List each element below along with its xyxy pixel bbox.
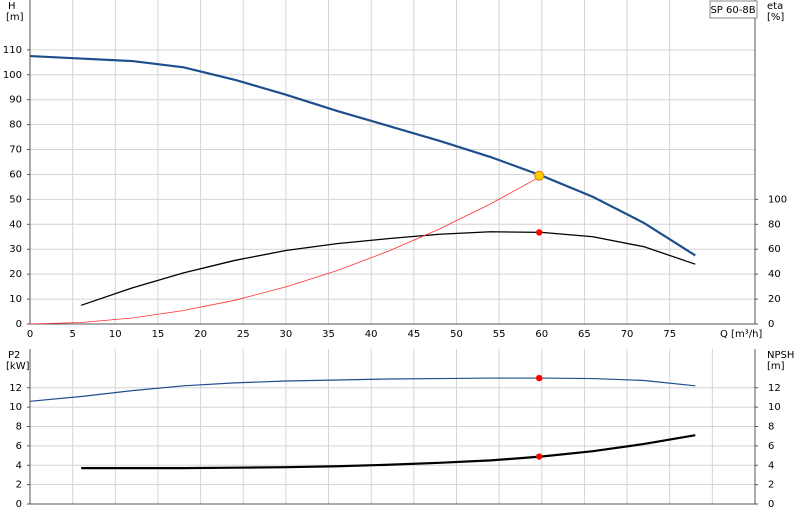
y2-tick-label: 8: [768, 422, 774, 433]
x-tick-label: 15: [152, 329, 165, 340]
x-tick-label: 35: [322, 329, 335, 340]
x-tick-label: 45: [407, 329, 420, 340]
y-tick-label: 30: [9, 244, 22, 255]
y2-tick-label: 6: [768, 441, 774, 452]
duty-point: [536, 453, 543, 460]
y-tick-label: 4: [16, 460, 22, 471]
y-tick-label: 2: [16, 480, 22, 491]
y-tick-label: 90: [9, 95, 22, 106]
y2-unit: [%]: [767, 12, 784, 23]
y-tick-label: 8: [16, 422, 22, 433]
y-tick-label: 20: [9, 269, 22, 280]
y-unit: [kW]: [6, 361, 30, 372]
y-tick-label: 10: [9, 294, 22, 305]
y2-tick-label: 10: [768, 402, 781, 413]
y2-label: NPSH: [767, 350, 794, 361]
y-tick-label: 10: [9, 402, 22, 413]
y-label: P2: [8, 350, 20, 361]
y2-tick-label: 100: [768, 194, 787, 205]
x-tick-label: 0: [27, 329, 33, 340]
y2-tick-label: 0: [768, 499, 774, 510]
y-tick-label: 110: [3, 45, 22, 56]
x-tick-label: 55: [493, 329, 506, 340]
duty-point: [536, 229, 543, 236]
y-tick-label: 50: [9, 194, 22, 205]
y-tick-label: 0: [16, 499, 22, 510]
y2-tick-label: 2: [768, 480, 774, 491]
curve: [29, 175, 542, 325]
y-tick-label: 0: [16, 319, 22, 330]
x-tick-label: 20: [194, 329, 207, 340]
x-tick-label: 5: [69, 329, 75, 340]
x-tick-label: 50: [450, 329, 463, 340]
curve: [29, 54, 696, 257]
y2-tick-label: 80: [768, 219, 781, 230]
curve: [81, 434, 696, 470]
curve: [80, 231, 696, 306]
y-unit: [m]: [6, 12, 24, 23]
y2-tick-label: 0: [768, 319, 774, 330]
y-tick-label: 100: [3, 70, 22, 81]
y-tick-label: 60: [9, 169, 22, 180]
x-tick-label: 25: [237, 329, 250, 340]
x-tick-label: 75: [663, 329, 676, 340]
chart-title: SP 60-8B: [710, 5, 755, 16]
x-tick-label: 65: [578, 329, 591, 340]
title-box: [709, 0, 758, 19]
curve: [29, 377, 696, 402]
y2-tick-label: 4: [768, 460, 774, 471]
y-tick-label: 6: [16, 441, 22, 452]
y2-label: eta: [767, 1, 783, 12]
y2-unit: [m]: [767, 361, 785, 372]
y2-tick-label: 60: [768, 244, 781, 255]
x-tick-label: 10: [109, 329, 122, 340]
x-tick-label: 70: [621, 329, 634, 340]
y2-tick-label: 40: [768, 269, 781, 280]
y-tick-label: 12: [9, 383, 22, 394]
duty-point: [534, 170, 545, 181]
x-label: Q [m³/h]: [720, 329, 762, 340]
x-tick-label: 60: [535, 329, 548, 340]
y-tick-label: 70: [9, 145, 22, 156]
x-tick-label: 40: [365, 329, 378, 340]
y2-tick-label: 12: [768, 383, 781, 394]
y-label: H: [8, 1, 16, 12]
y2-tick-label: 20: [768, 294, 781, 305]
x-tick-label: 30: [280, 329, 293, 340]
y-tick-label: 80: [9, 120, 22, 131]
duty-point: [536, 374, 543, 382]
y-tick-label: 40: [9, 219, 22, 230]
